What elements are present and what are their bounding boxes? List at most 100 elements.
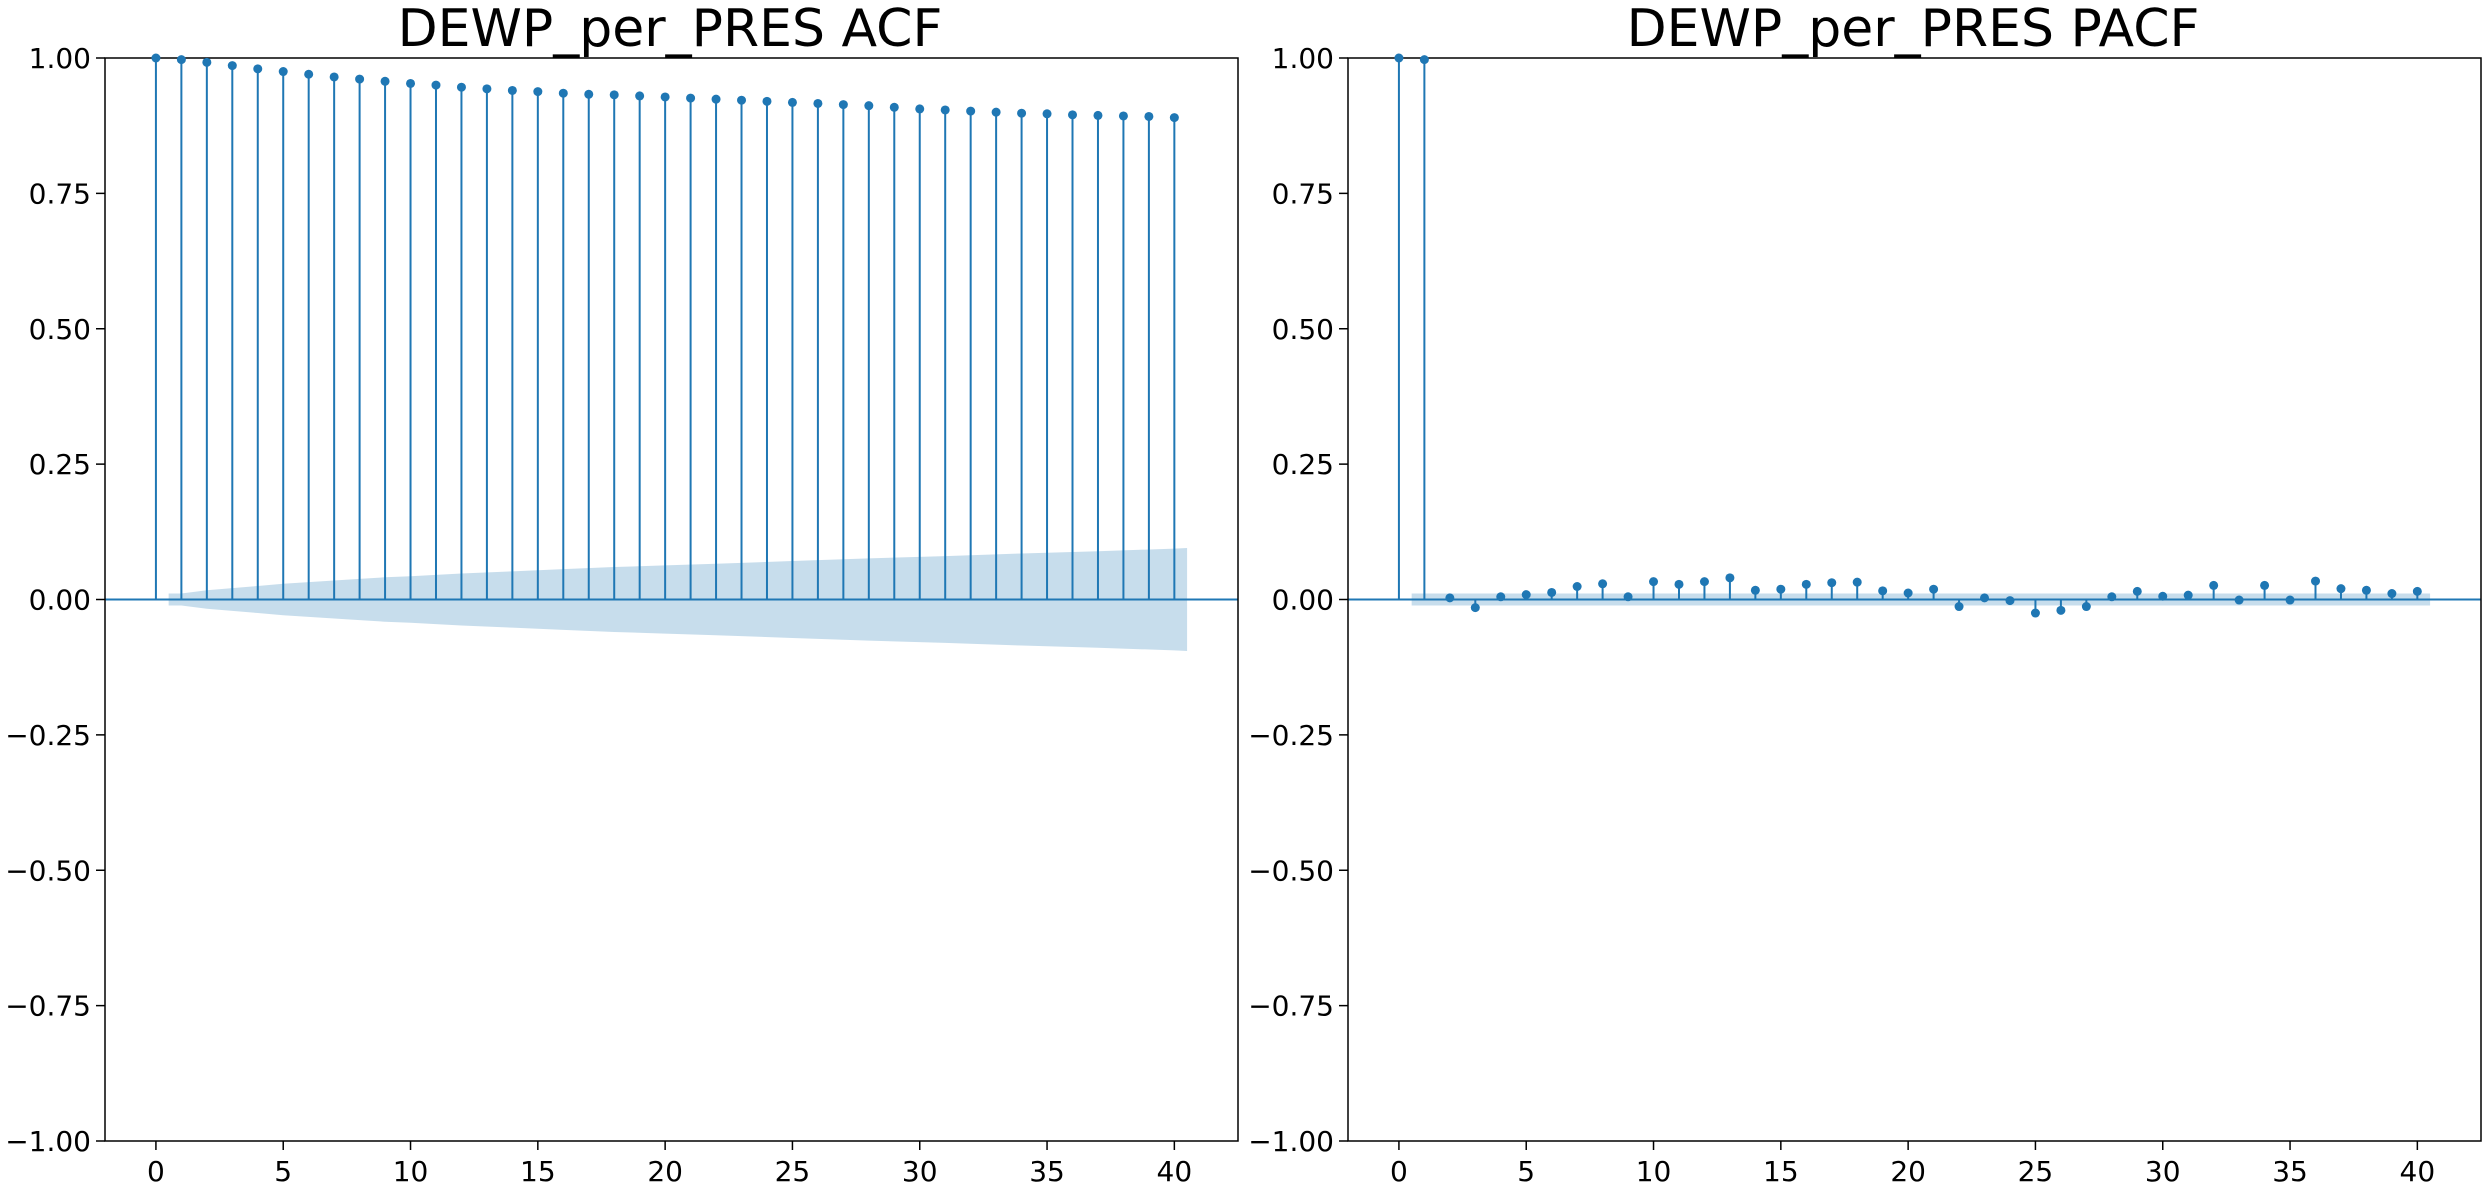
acf-marker-lag-38 <box>1118 111 1128 121</box>
pacf-marker-lag-8 <box>1598 579 1608 589</box>
acf-marker-lag-25 <box>787 97 797 107</box>
pacf-marker-lag-21 <box>1929 584 1939 594</box>
pacf-marker-lag-9 <box>1623 592 1633 602</box>
pacf-marker-lag-38 <box>2361 585 2371 595</box>
pacf-marker-lag-11 <box>1674 579 1684 589</box>
acf-marker-lag-20 <box>660 92 670 102</box>
pacf-marker-lag-33 <box>2234 595 2244 605</box>
acf-marker-lag-37 <box>1093 110 1103 120</box>
acf-marker-lag-24 <box>762 96 772 106</box>
acf-marker-lag-3 <box>227 61 237 71</box>
acf-marker-lag-36 <box>1068 110 1078 120</box>
acf-marker-lag-4 <box>253 64 263 74</box>
acf-marker-lag-7 <box>329 72 339 82</box>
acf-stems <box>151 53 1179 600</box>
acf-marker-lag-23 <box>737 95 747 105</box>
pacf-marker-lag-2 <box>1445 593 1455 603</box>
acf-marker-lag-19 <box>635 91 645 101</box>
pacf-y-tick-label: 0.50 <box>1272 313 1334 346</box>
pacf-x-tick-label: 25 <box>2018 1155 2054 1188</box>
pacf-marker-lag-3 <box>1470 603 1480 613</box>
acf-marker-lag-32 <box>966 106 976 116</box>
acf-marker-lag-40 <box>1169 113 1179 123</box>
acf-marker-lag-15 <box>533 87 543 97</box>
acf-marker-lag-31 <box>940 105 950 115</box>
acf-marker-lag-35 <box>1042 109 1052 119</box>
pacf-y-tick-label: 0.75 <box>1272 177 1334 210</box>
pacf-marker-lag-25 <box>2030 608 2040 618</box>
pacf-marker-lag-24 <box>2005 596 2015 606</box>
pacf-marker-lag-7 <box>1572 582 1582 592</box>
acf-marker-lag-34 <box>1017 108 1027 118</box>
acf-marker-lag-13 <box>482 84 492 94</box>
acf-marker-lag-14 <box>507 85 517 95</box>
pacf-marker-lag-15 <box>1776 584 1786 594</box>
pacf-x-tick-label: 40 <box>2400 1155 2436 1188</box>
acf-x-tick-label: 40 <box>1157 1155 1193 1188</box>
pacf-marker-lag-12 <box>1699 577 1709 587</box>
pacf-x-tick-label: 0 <box>1390 1155 1408 1188</box>
acf-x-tick-label: 25 <box>775 1155 811 1188</box>
acf-title: DEWP_per_PRES ACF <box>398 0 943 59</box>
pacf-stems <box>1394 53 2422 618</box>
acf-panel: DEWP_per_PRES ACF 1.00 0.75 0.50 0.25 0.00 −0… <box>5 0 1239 1188</box>
pacf-marker-lag-14 <box>1750 585 1760 595</box>
acf-y-tick-label: −0.75 <box>5 990 91 1023</box>
pacf-marker-lag-23 <box>1980 593 1990 603</box>
acf-x-tick-label: 30 <box>902 1155 938 1188</box>
pacf-x-tick-label: 30 <box>2145 1155 2181 1188</box>
pacf-marker-lag-4 <box>1496 592 1506 602</box>
acf-y-tick-label: 0.50 <box>29 313 91 346</box>
pacf-marker-lag-19 <box>1878 586 1888 596</box>
acf-marker-lag-27 <box>838 100 848 110</box>
acf-marker-lag-9 <box>380 76 390 86</box>
acf-x-tick-label: 0 <box>147 1155 165 1188</box>
pacf-marker-lag-26 <box>2056 605 2066 615</box>
acf-y-tick-label: 0.75 <box>29 177 91 210</box>
pacf-axes: 1.00 0.75 0.50 0.25 0.00 −0.25 −0.50 −0.75 −1.00… <box>1248 42 2482 1188</box>
acf-marker-lag-10 <box>406 78 416 88</box>
acf-marker-lag-30 <box>915 104 925 114</box>
acf-y-tick-label: 1.00 <box>29 42 91 75</box>
pacf-marker-lag-29 <box>2132 586 2142 596</box>
pacf-marker-lag-31 <box>2183 590 2193 600</box>
acf-marker-lag-5 <box>278 67 288 77</box>
pacf-y-tick-label: −1.00 <box>1248 1125 1334 1158</box>
pacf-marker-lag-13 <box>1725 573 1735 583</box>
acf-y-tick-label: −0.50 <box>5 854 91 887</box>
acf-x-tick-label: 5 <box>274 1155 292 1188</box>
pacf-marker-lag-0 <box>1394 53 1404 63</box>
acf-marker-lag-0 <box>151 53 161 63</box>
pacf-marker-lag-28 <box>2107 592 2117 602</box>
pacf-marker-lag-10 <box>1649 577 1659 587</box>
acf-y-tick-label: 0.00 <box>29 584 91 617</box>
pacf-y-tick-label: 1.00 <box>1272 42 1334 75</box>
pacf-x-tick-label: 5 <box>1517 1155 1535 1188</box>
pacf-marker-lag-37 <box>2336 584 2346 594</box>
pacf-marker-lag-18 <box>1852 577 1862 587</box>
acf-marker-lag-11 <box>431 80 441 90</box>
acf-y-tick-label: −1.00 <box>5 1125 91 1158</box>
acf-marker-lag-39 <box>1144 111 1154 121</box>
acf-x-tick-label: 20 <box>647 1155 683 1188</box>
acf-y-tick-label: 0.25 <box>29 448 91 481</box>
pacf-marker-lag-40 <box>2412 586 2422 596</box>
pacf-y-tick-label: −0.25 <box>1248 719 1334 752</box>
acf-marker-lag-21 <box>686 93 696 103</box>
acf-marker-lag-1 <box>176 55 186 65</box>
pacf-marker-lag-20 <box>1903 588 1913 598</box>
pacf-marker-lag-22 <box>1954 602 1964 612</box>
pacf-x-tick-label: 10 <box>1636 1155 1672 1188</box>
pacf-panel: DEWP_per_PRES PACF 1.00 0.75 0.50 0.25 0.00 −… <box>1248 0 2482 1188</box>
pacf-y-tick-label: 0.25 <box>1272 448 1334 481</box>
pacf-marker-lag-34 <box>2260 580 2270 590</box>
pacf-marker-lag-30 <box>2158 591 2168 601</box>
pacf-x-tick-label: 20 <box>1890 1155 1926 1188</box>
pacf-y-tick-label: 0.00 <box>1272 584 1334 617</box>
acf-marker-lag-16 <box>558 88 568 98</box>
pacf-x-tick-label: 15 <box>1763 1155 1799 1188</box>
acf-marker-lag-29 <box>889 102 899 112</box>
acf-x-tick-label: 35 <box>1029 1155 1065 1188</box>
pacf-marker-lag-5 <box>1521 590 1531 600</box>
